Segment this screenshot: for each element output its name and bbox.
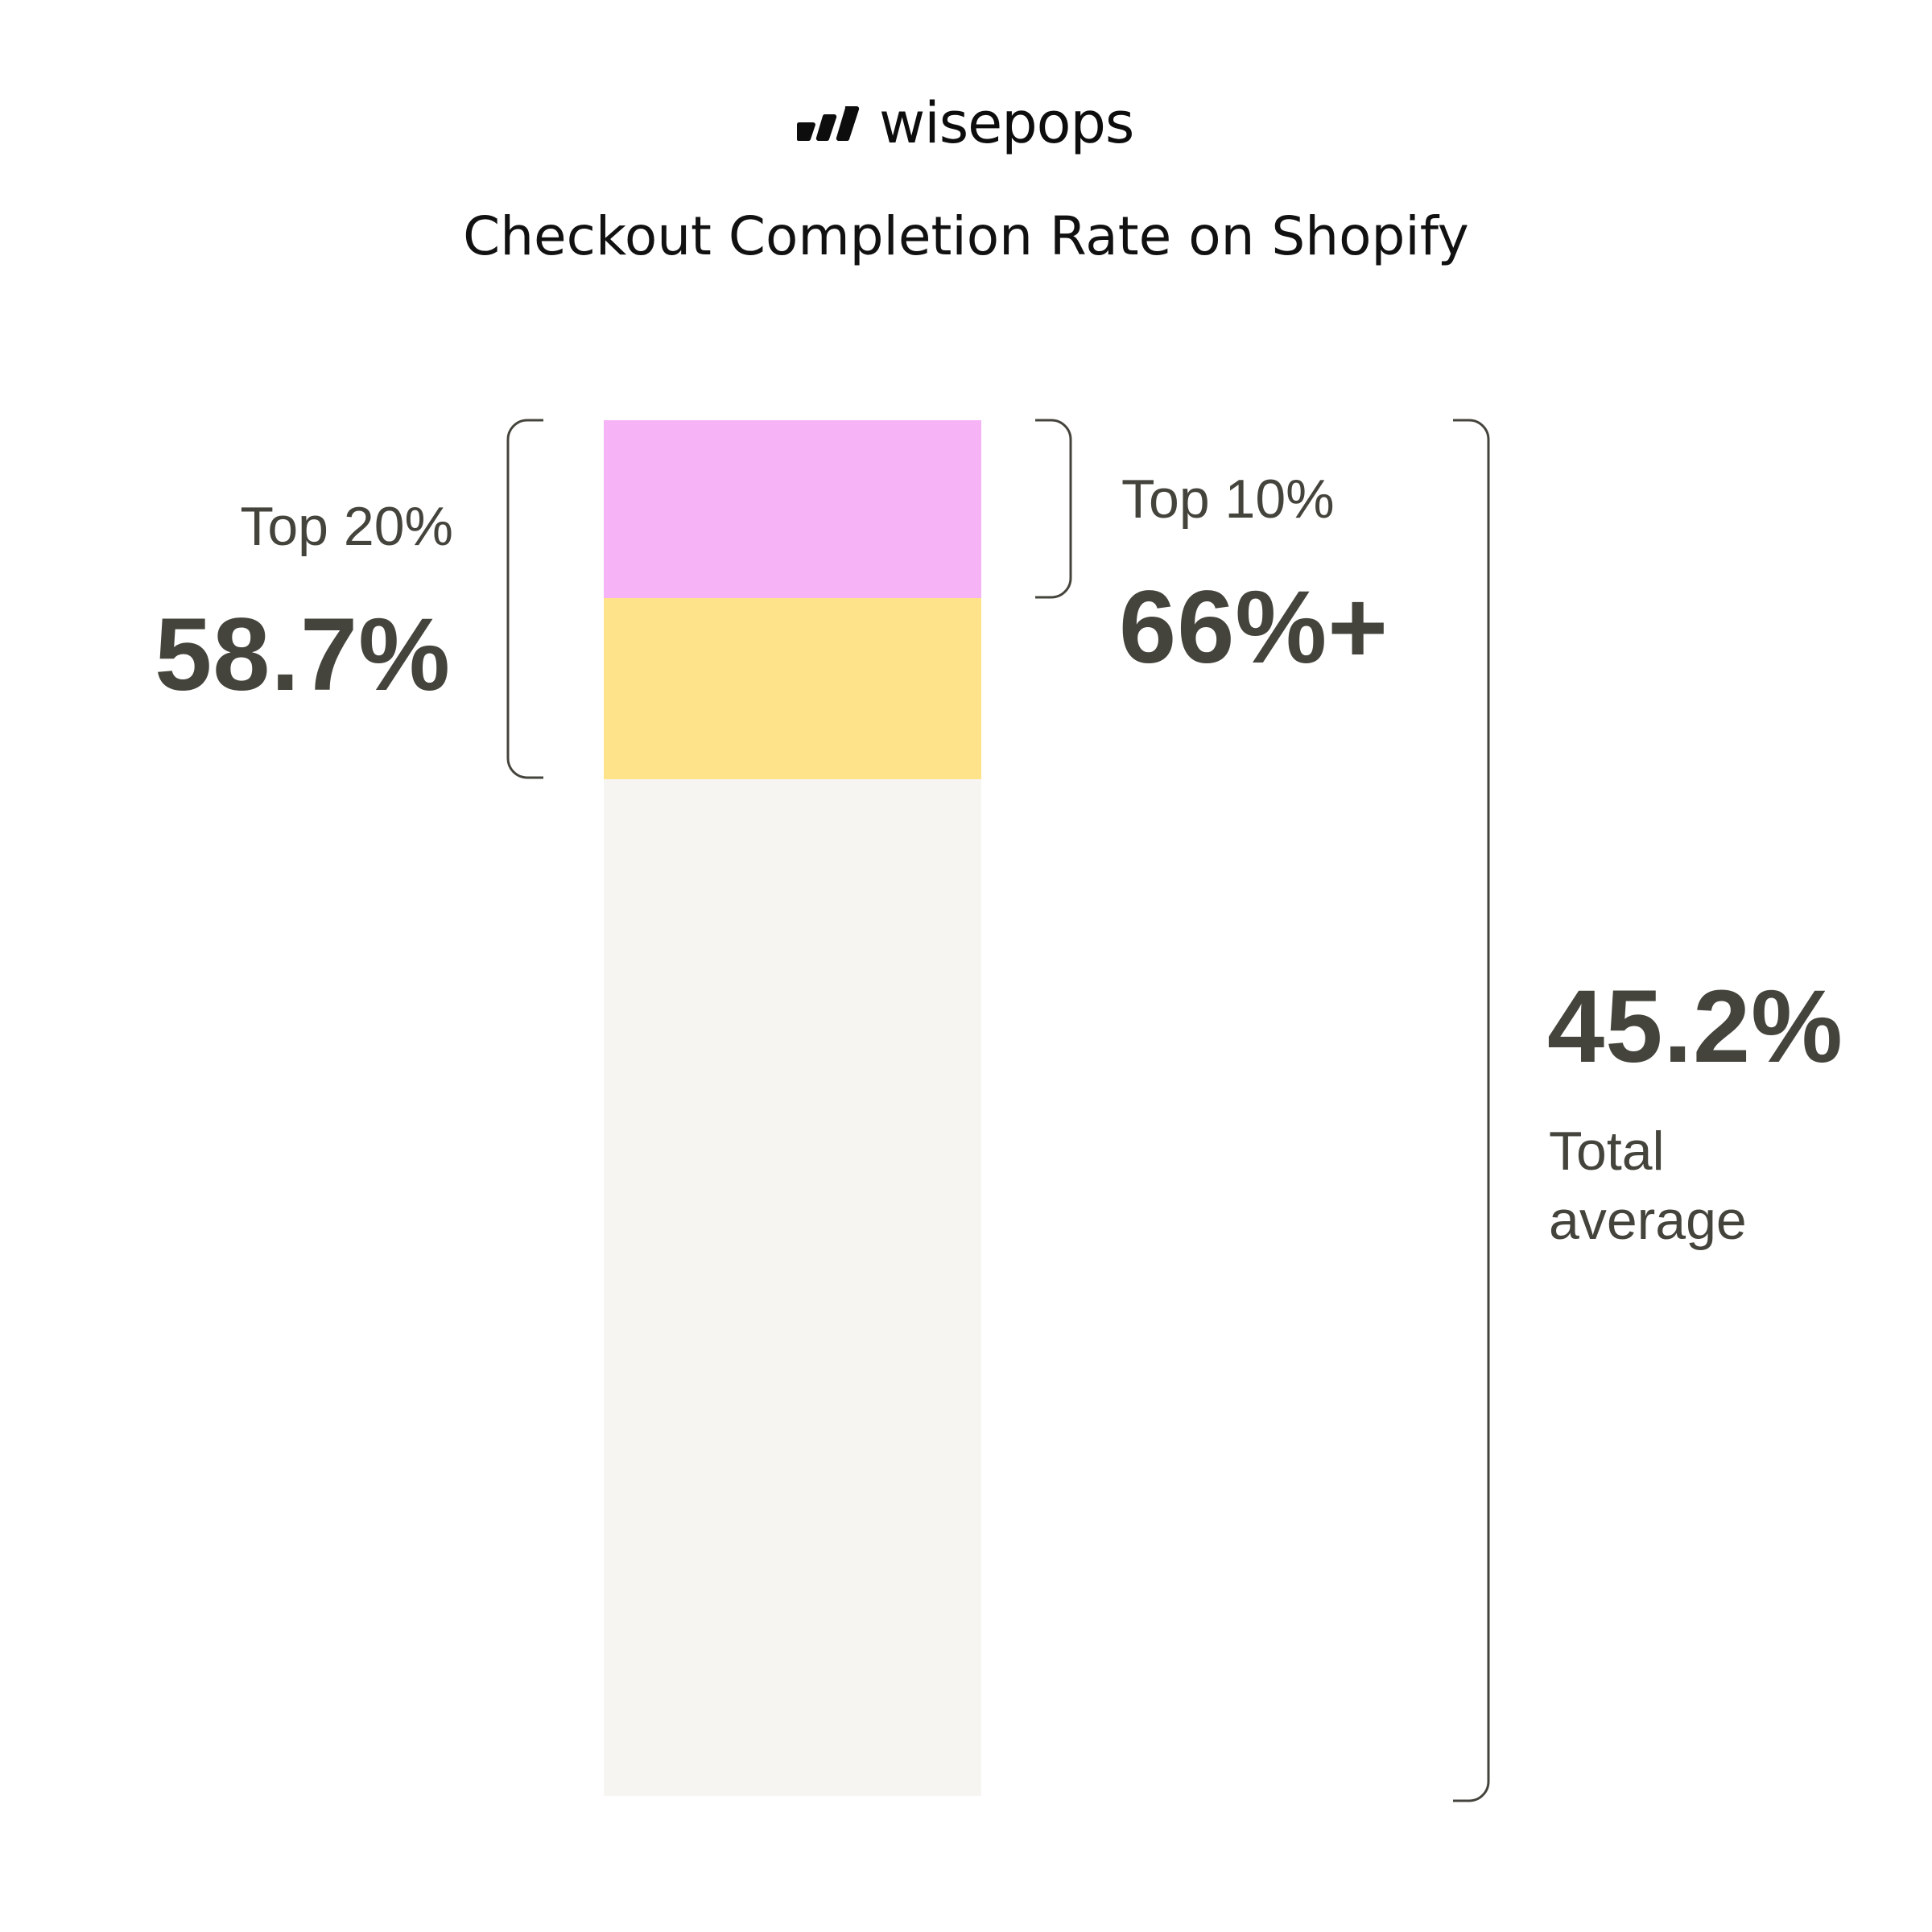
total-caption-line1: Total [1549, 1121, 1665, 1182]
bracket-top10 [1035, 419, 1072, 599]
bar-segment-top20 [604, 598, 981, 779]
brand-name: wisepops [879, 90, 1134, 156]
top20-value: 58.7% [155, 597, 451, 712]
bracket-total [1453, 419, 1490, 1802]
chart-title: Checkout Completion Rate on Shopify [463, 205, 1469, 267]
top10-caption: Top 10% [1121, 469, 1335, 530]
bracket-top20 [506, 419, 543, 779]
total-value: 45.2% [1547, 969, 1843, 1084]
top10-value: 66%+ [1119, 570, 1389, 685]
top20-caption: Top 20% [240, 496, 453, 557]
brand-logo: wisepops [797, 90, 1134, 156]
total-caption-line2: average [1549, 1190, 1747, 1251]
bar-segment-top10 [604, 420, 981, 598]
wisepops-bars-icon [797, 105, 860, 142]
bar-segment-total [604, 779, 981, 1796]
